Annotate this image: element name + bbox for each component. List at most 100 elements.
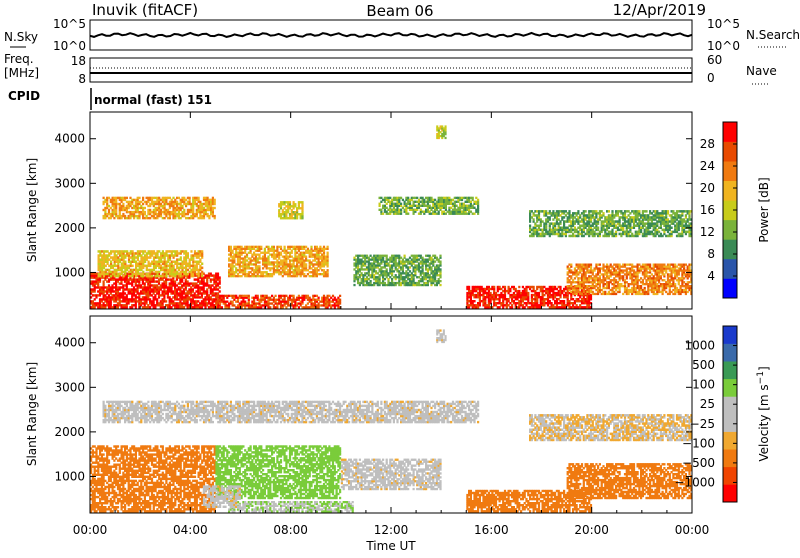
data-cell [386, 255, 388, 257]
data-cell [189, 197, 191, 199]
data-cell [400, 284, 402, 286]
data-cell [599, 285, 601, 287]
data-cell [201, 263, 203, 266]
data-cell [373, 284, 375, 286]
data-cell [409, 270, 411, 272]
data-cell [327, 271, 329, 273]
data-cell [422, 264, 424, 266]
data-cell [260, 246, 262, 248]
data-cell [395, 284, 397, 286]
data-cell [588, 293, 590, 295]
data-cell [585, 293, 587, 295]
data-cell [151, 275, 153, 278]
data-cell [327, 259, 329, 261]
data-cell [219, 290, 221, 292]
beam-title: Beam 06 [366, 2, 433, 20]
data-cell [285, 259, 287, 261]
freq-panel-frame [90, 58, 692, 82]
noise-tick-left-bottom: 10^0 [53, 39, 86, 53]
data-cell [610, 264, 612, 266]
data-cell [434, 261, 436, 263]
data-cell [305, 246, 307, 248]
station-title: Inuvik (fitACF) [92, 1, 198, 19]
data-cell [323, 269, 325, 271]
data-cell [282, 275, 284, 277]
data-cell [413, 276, 415, 278]
freq-unit-label: [MHz] [4, 66, 39, 80]
data-cell [327, 246, 329, 248]
data-cell [262, 267, 264, 269]
data-cell [316, 246, 318, 248]
data-cell [214, 199, 216, 201]
data-cell [214, 215, 216, 217]
data-cell [198, 197, 200, 199]
cpid-text: normal (fast) 151 [94, 93, 212, 107]
data-cell [585, 273, 587, 275]
data-cell [275, 295, 277, 297]
data-cell [214, 207, 216, 209]
data-cell [237, 299, 239, 301]
data-cell [479, 304, 481, 306]
data-cell [309, 297, 311, 299]
data-cell [258, 267, 260, 269]
data-cell [434, 255, 436, 257]
data-cell [439, 261, 441, 263]
data-cell [574, 277, 576, 279]
data-cell [473, 300, 475, 302]
data-cell [439, 276, 441, 278]
data-cell [103, 203, 105, 205]
data-cell [122, 203, 124, 205]
data-cell [339, 295, 341, 297]
data-cell [305, 263, 307, 265]
data-cell [590, 266, 592, 268]
data-cell [400, 203, 402, 205]
data-cell [509, 290, 511, 292]
data-cell [201, 271, 203, 274]
data-cell [477, 199, 479, 201]
data-cell [599, 269, 601, 271]
date-title: 12/Apr/2019 [613, 1, 706, 19]
data-cell [370, 280, 372, 282]
data-cell [379, 284, 381, 286]
data-cell [384, 282, 386, 284]
data-cell [319, 246, 321, 248]
data-cell [599, 264, 601, 266]
data-cell [289, 201, 291, 203]
data-cell [366, 255, 368, 257]
data-cell [497, 290, 499, 292]
data-cell [592, 291, 594, 293]
data-cell [280, 246, 282, 248]
data-cell [439, 255, 441, 257]
data-cell [241, 275, 243, 277]
data-cell [264, 248, 266, 250]
data-cell [434, 276, 436, 278]
nave-tick-top: 60 [707, 53, 722, 67]
data-cell [608, 285, 610, 287]
data-cell [187, 252, 189, 255]
data-cell [214, 203, 216, 205]
data-cell [149, 209, 151, 211]
data-cell [518, 286, 520, 288]
data-cell [628, 285, 630, 287]
data-cell [327, 263, 329, 265]
data-cell [230, 246, 232, 248]
data-cell [602, 264, 604, 266]
data-cell [323, 252, 325, 254]
freq-tick-top: 18 [71, 54, 86, 68]
data-cell [219, 286, 221, 288]
data-cell [165, 300, 167, 302]
data-cell [183, 209, 185, 211]
data-cell [257, 295, 259, 297]
data-cell [201, 250, 203, 253]
data-cell [533, 286, 535, 288]
data-cell [260, 248, 262, 250]
data-cell [594, 269, 596, 271]
data-cell [124, 261, 126, 264]
data-cell [353, 280, 355, 282]
data-cell [273, 246, 275, 248]
data-cell [404, 255, 406, 257]
noise-tick-right-bottom: 10^0 [707, 39, 740, 53]
data-cell [327, 256, 329, 258]
data-cell [291, 252, 293, 254]
